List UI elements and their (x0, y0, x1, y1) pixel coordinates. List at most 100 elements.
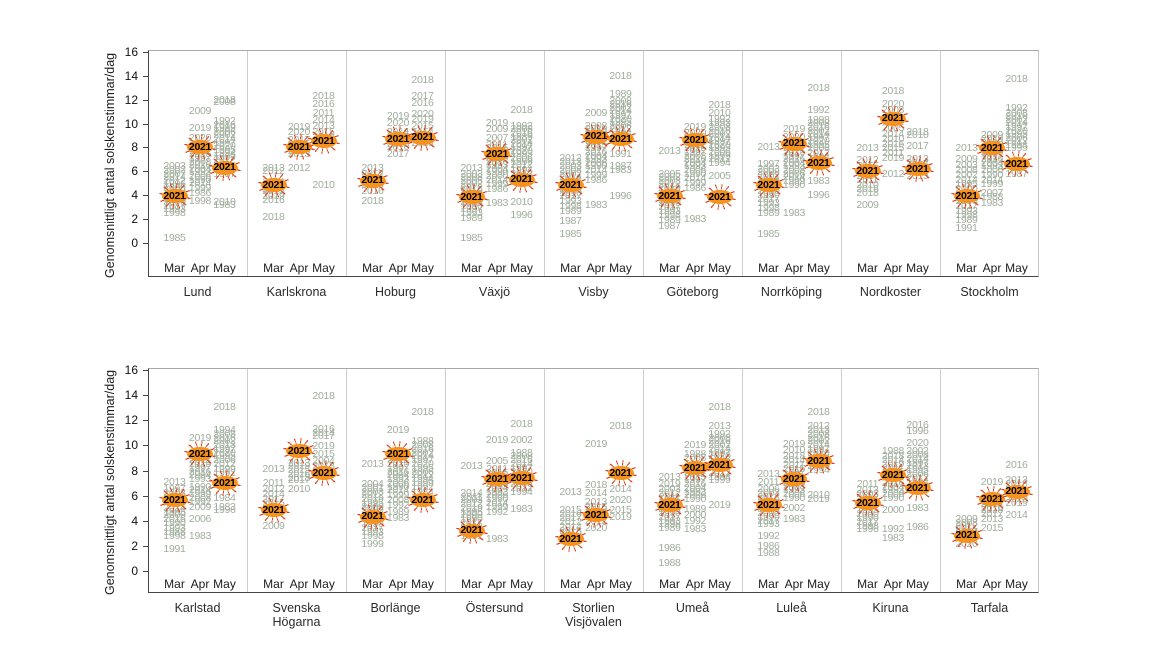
year-label: 2014 (881, 127, 905, 140)
year-label: 1983 (683, 523, 707, 536)
year-label: 2014 (609, 105, 632, 118)
y-tick-mark (143, 99, 148, 101)
year-label: 2003 (460, 167, 483, 180)
highlight-year-text: 2021 (683, 461, 707, 474)
year-label: 1999 (584, 168, 608, 181)
year-label: 2019 (188, 121, 212, 134)
month-tick-apr: Apr (883, 576, 903, 591)
year-label: 1997 (386, 461, 410, 474)
y-tick-label-8: 8 (131, 140, 138, 155)
year-label: 1992 (1005, 101, 1028, 114)
month-tick-may: May (906, 576, 929, 591)
y-tick-mark (143, 195, 148, 197)
highlight-2021-marker: 2021 (777, 465, 811, 493)
year-label: 1992 (757, 529, 780, 542)
year-label: 2005 (460, 174, 483, 187)
year-label: 2004 (361, 477, 384, 490)
year-label: 1992 (213, 114, 236, 127)
year-label: 1983 (510, 502, 533, 515)
year-label: 1997 (411, 453, 434, 466)
location-label-luleå: Luleå (776, 601, 807, 615)
year-label: 2002 (807, 124, 830, 137)
year-label: 1993 (955, 204, 978, 217)
year-label: 2019 (361, 492, 384, 505)
year-label: 2020 (708, 138, 731, 151)
year-label: 2009 (955, 512, 978, 525)
year-label: 2016 (782, 152, 806, 165)
starburst-blob-icon (508, 470, 535, 485)
year-label: 2006 (584, 156, 608, 169)
year-label: 1990 (485, 492, 509, 505)
year-label: 1983 (807, 174, 830, 187)
highlight-2021-marker: 2021 (158, 486, 192, 514)
highlight-year-text: 2021 (906, 481, 929, 494)
highlight-year-text: 2021 (213, 161, 236, 174)
year-label: 2015 (881, 142, 905, 155)
year-label: 2019 (684, 122, 706, 133)
year-label: 2019 (881, 151, 905, 164)
year-label: 2006 (386, 476, 410, 489)
year-label: 2009 (981, 130, 1003, 141)
year-label: 2017 (856, 515, 879, 528)
highlight-2021-marker: 2021 (851, 489, 885, 517)
year-label: 1993 (683, 485, 707, 498)
year-label: 1990 (881, 491, 905, 504)
year-label: 2004 (683, 481, 707, 494)
month-tick-may: May (312, 260, 335, 275)
year-label: 2008 (906, 448, 929, 461)
year-label: 2010 (708, 106, 731, 119)
year-label: 1990 (188, 173, 212, 186)
year-label: 1983 (188, 529, 212, 542)
highlight-2021-marker: 2021 (183, 440, 217, 468)
year-label: 1986 (188, 186, 212, 199)
highlight-year-text: 2021 (163, 494, 186, 507)
starburst-blob-icon (583, 129, 609, 144)
year-label: 2002 (411, 446, 434, 459)
year-label: 1991 (955, 222, 978, 235)
year-label: 2019 (782, 437, 806, 450)
year-label: 1992 (708, 112, 731, 125)
year-label: 1993 (559, 194, 582, 207)
year-label: 2005 (708, 169, 731, 182)
year-label: 2003 (658, 174, 681, 187)
highlight-2021-marker: 2021 (183, 133, 217, 161)
year-label: 2020 (609, 494, 632, 507)
highlight-year-text: 2021 (312, 135, 335, 148)
year-label: 2003 (955, 158, 978, 171)
month-tick-mar: Mar (659, 260, 680, 275)
year-label: 2013 (361, 457, 384, 470)
year-label: 2008 (757, 167, 779, 178)
year-label: 2016 (856, 182, 879, 195)
year-label: 2011 (262, 476, 285, 489)
year-label: 2003 (460, 494, 483, 507)
year-label: 1993 (881, 484, 905, 497)
year-label: 2016 (881, 137, 905, 150)
year-label: 2010 (906, 129, 929, 142)
year-label: 2007 (163, 167, 186, 180)
year-label: 1999 (188, 487, 212, 500)
year-label: 2019 (683, 438, 707, 451)
year-label: 2005 (658, 167, 681, 180)
year-label: 1995 (906, 464, 929, 476)
y-tick-mark (143, 75, 148, 77)
highlight-2021-marker: 2021 (257, 496, 291, 524)
year-label: 2019 (782, 123, 806, 136)
year-label: 2001 (361, 481, 384, 494)
year-label: 1999 (980, 178, 1004, 191)
highlight-year-text: 2021 (386, 132, 410, 145)
month-tick-may: May (213, 576, 236, 591)
y-tick-label-2: 2 (131, 212, 138, 227)
year-label: 1990 (485, 166, 509, 179)
year-label: 1989 (386, 505, 410, 518)
panel-svenska-högarna: Mar20132011201220142017201520092021Apr20… (248, 369, 347, 592)
month-tick-may: May (213, 260, 236, 275)
year-label: 2016 (683, 152, 707, 165)
year-label: 2002 (782, 501, 806, 514)
year-label: 2019 (411, 112, 434, 125)
month-tick-apr: Apr (190, 576, 210, 591)
panel-borlänge: Mar2013200420012003201220191995200020091… (347, 369, 446, 592)
year-label: 2014 (881, 453, 905, 466)
year-label: 1989 (658, 521, 681, 534)
year-label: 1989 (658, 213, 681, 226)
month-tick-may: May (411, 260, 434, 275)
